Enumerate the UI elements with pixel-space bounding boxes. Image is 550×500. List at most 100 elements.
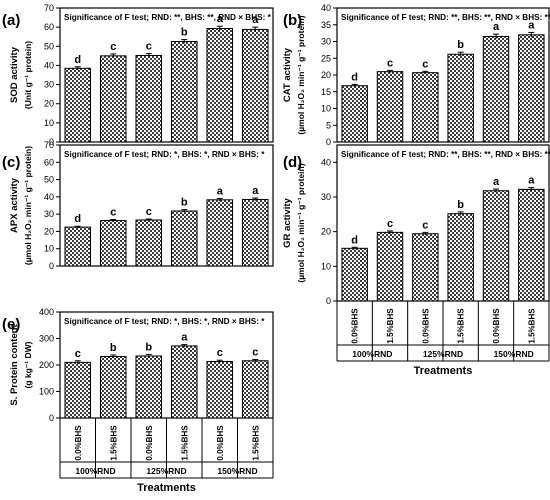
significance-label: Significance of F test; RND: **, BHS: **…: [341, 150, 550, 159]
y-tick-label: 25: [321, 53, 331, 63]
bar: [412, 72, 439, 143]
bar: [135, 219, 163, 267]
x-tick-label: 0.0%BHS: [216, 425, 225, 461]
y-tick-label: 0: [49, 261, 54, 271]
y-tick-label: 40: [44, 60, 54, 70]
bar: [376, 71, 404, 143]
y-axis-units: (µmol H₂O₂ min⁻¹ g⁻¹ protein): [296, 163, 306, 282]
y-tick-label: 40: [321, 157, 331, 167]
bar: [518, 188, 545, 302]
y-axis-label: SOD activity: [9, 46, 20, 103]
y-tick-label: 35: [321, 20, 331, 30]
x-group-label: 125%RND: [146, 466, 186, 476]
bar: [518, 34, 545, 143]
y-tick-label: 0: [49, 413, 54, 423]
significance-label: Significance of F test; RND: **, BHS: **…: [341, 13, 550, 22]
y-tick-label: 0: [326, 137, 331, 147]
bar: [170, 41, 198, 143]
y-tick-label: 0: [49, 137, 54, 147]
x-group-label: 100%RND: [75, 466, 115, 476]
significance-letter: c: [422, 219, 428, 231]
bar: [241, 28, 269, 143]
y-tick-label: 10: [321, 104, 331, 114]
significance-label: Significance of F test; RND: **, BHS: **…: [64, 13, 272, 22]
y-axis-units: (g kg⁻¹ DW): [23, 341, 33, 388]
y-tick-label: 50: [44, 41, 54, 51]
y-tick-label: 40: [44, 192, 54, 202]
bar: [64, 361, 92, 419]
y-tick-label: 5: [326, 120, 331, 130]
bar: [206, 361, 234, 419]
panel-label: (a): [2, 12, 20, 29]
bar: [64, 226, 92, 267]
bar: [241, 198, 269, 267]
significance-letter: a: [493, 21, 500, 33]
y-tick-label: 10: [44, 244, 54, 254]
significance-letter: b: [457, 39, 464, 51]
x-tick-label: 0.0%BHS: [492, 308, 501, 344]
y-tick-label: 30: [321, 37, 331, 47]
x-tick-label: 1.5%BHS: [527, 308, 536, 344]
x-tick-label: 0.0%BHS: [74, 425, 83, 461]
panel-label: (c): [2, 154, 20, 171]
plot-frame: [59, 144, 274, 267]
significance-letter: c: [387, 57, 393, 69]
y-axis-label: CAT activity: [282, 47, 293, 102]
y-tick-label: 50: [44, 175, 54, 185]
chart-panel: (b) Significance of F test; RND: **, BHS:…: [282, 3, 550, 147]
x-tick-label: 1.5%BHS: [109, 425, 118, 461]
x-axis-title: Treatments: [137, 482, 196, 494]
y-tick-label: 30: [44, 209, 54, 219]
significance-letter: a: [528, 175, 535, 187]
significance-letter: c: [110, 207, 116, 219]
y-tick-label: 20: [321, 227, 331, 237]
significance-letter: d: [74, 54, 81, 66]
bar: [447, 53, 474, 143]
x-tick-label: 0.0%BHS: [351, 308, 360, 344]
chart-panel: (a) Significance of F test; RND: **, BHS:…: [2, 3, 274, 147]
significance-letter: d: [351, 71, 358, 83]
bar: [447, 213, 474, 302]
significance-letter: a: [217, 185, 224, 197]
x-group-label: 125%RND: [423, 349, 463, 359]
plot-frame: [336, 7, 550, 143]
plot-frame: [336, 144, 550, 302]
significance-letter: c: [252, 346, 258, 358]
y-tick-label: 10: [321, 261, 331, 271]
y-tick-label: 20: [44, 99, 54, 109]
y-tick-label: 60: [44, 157, 54, 167]
y-tick-label: 0: [326, 296, 331, 306]
bar: [170, 210, 198, 267]
chart-panel: (d) Significance of F test; RND: **, BHS:…: [282, 144, 550, 377]
y-axis-label: GR activity: [282, 197, 293, 247]
y-axis-units: (µmol H₂O₂ min⁻¹ g⁻¹ protein): [23, 146, 33, 265]
x-tick-label: 1.5%BHS: [386, 308, 395, 344]
x-tick-label: 0.0%BHS: [145, 425, 154, 461]
bar: [64, 67, 92, 143]
chart-panel: (e) Significance of F test; RND: *, BHS: …: [2, 307, 274, 494]
y-tick-label: 10: [44, 118, 54, 128]
significance-letter: c: [217, 347, 223, 359]
panel-label: (d): [283, 154, 302, 171]
significance-letter: a: [252, 185, 259, 197]
bar: [99, 55, 127, 143]
significance-letter: a: [493, 176, 500, 188]
bar: [206, 199, 234, 267]
y-axis-units: (µmol H₂O₂ min⁻¹ g⁻¹ protein): [296, 15, 306, 134]
plot-frame: [59, 311, 274, 419]
x-axis-title: Treatments: [414, 365, 473, 377]
y-axis-units: (Unit g⁻¹ protein): [23, 41, 33, 109]
x-group-label: 150%RND: [217, 466, 257, 476]
significance-letter: a: [181, 332, 188, 344]
y-tick-label: 30: [44, 80, 54, 90]
significance-letter: d: [74, 213, 81, 225]
significance-letter: a: [252, 14, 259, 26]
significance-letter: b: [457, 199, 464, 211]
y-tick-label: 300: [39, 334, 54, 344]
x-group-label: 100%RND: [352, 349, 392, 359]
y-tick-label: 20: [44, 226, 54, 236]
bar: [482, 35, 510, 143]
y-tick-label: 40: [321, 3, 331, 13]
y-tick-label: 30: [321, 192, 331, 202]
